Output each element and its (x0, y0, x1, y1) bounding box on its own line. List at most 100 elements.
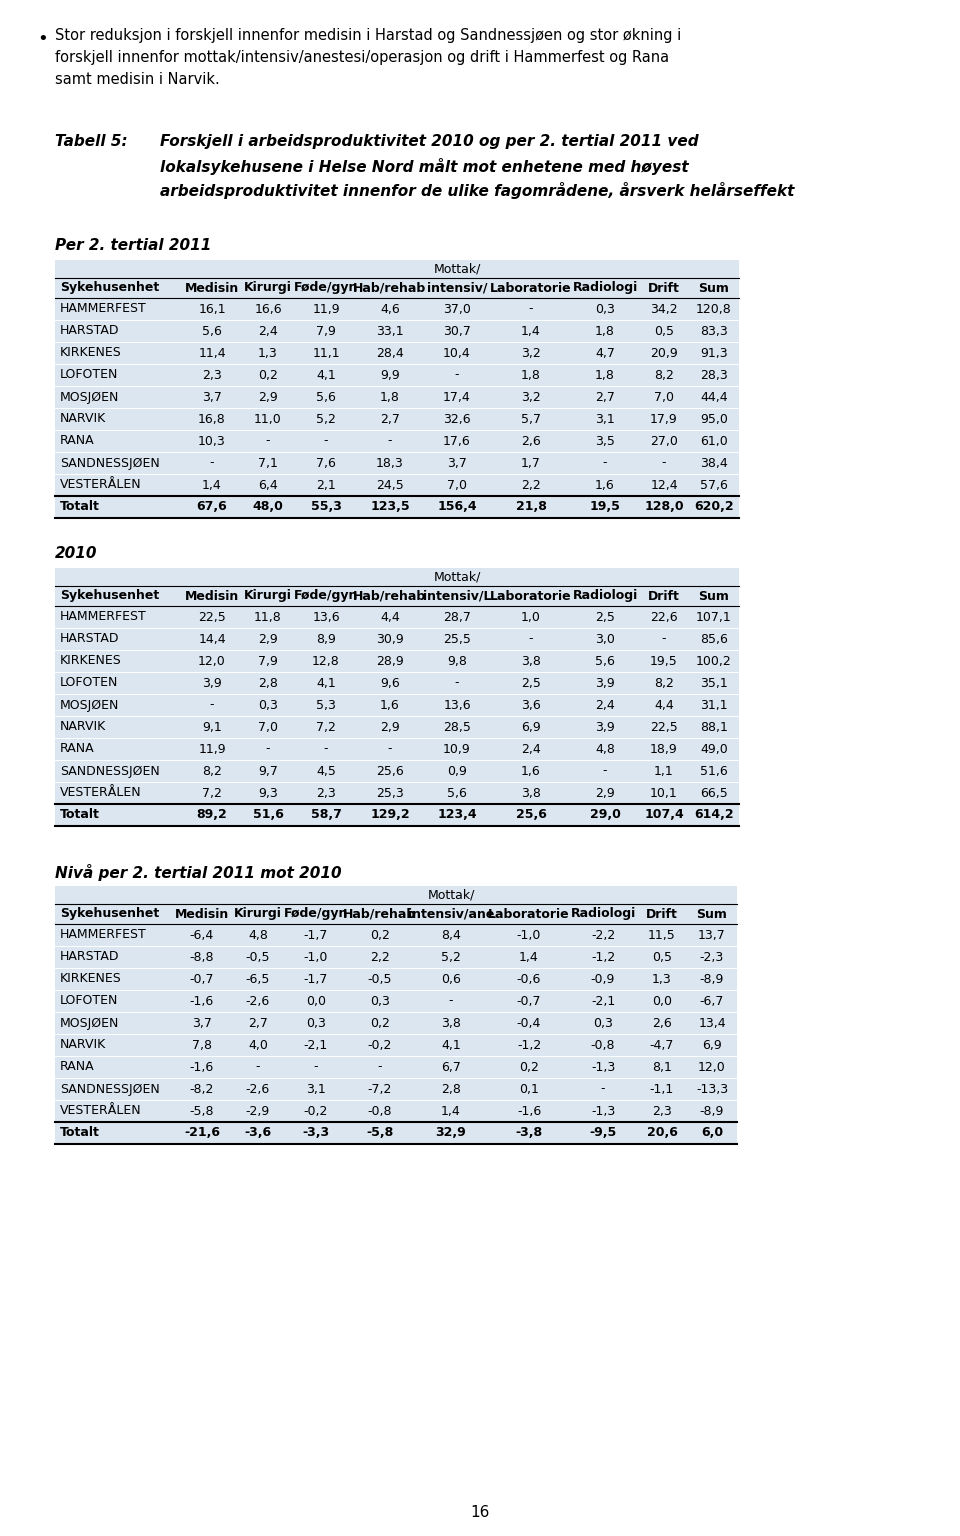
Text: -1,0: -1,0 (516, 928, 541, 942)
Text: Radiologi: Radiologi (572, 281, 637, 295)
Text: -1,3: -1,3 (590, 1104, 615, 1118)
Text: 83,3: 83,3 (700, 324, 728, 338)
Text: Laboratorie: Laboratorie (491, 590, 572, 602)
Text: 11,9: 11,9 (198, 742, 226, 756)
Text: Totalt: Totalt (60, 501, 100, 513)
Text: 61,0: 61,0 (700, 435, 728, 447)
Text: -2,3: -2,3 (700, 951, 724, 963)
Text: 17,9: 17,9 (650, 413, 678, 425)
Text: 1,0: 1,0 (521, 610, 540, 624)
Text: 11,0: 11,0 (254, 413, 282, 425)
Text: -0,5: -0,5 (368, 972, 393, 986)
Text: 9,6: 9,6 (380, 676, 400, 690)
Text: 2,2: 2,2 (521, 479, 540, 492)
Text: 67,6: 67,6 (197, 501, 228, 513)
Text: KIRKENES: KIRKENES (60, 972, 122, 986)
Text: 2,8: 2,8 (441, 1083, 461, 1095)
Text: 8,2: 8,2 (654, 369, 674, 381)
Text: VESTERÅLEN: VESTERÅLEN (60, 1104, 142, 1118)
Text: 8,2: 8,2 (654, 676, 674, 690)
Text: NARVIK: NARVIK (60, 413, 107, 425)
Text: 3,9: 3,9 (203, 676, 222, 690)
Text: -: - (603, 765, 608, 777)
Text: 25,6: 25,6 (516, 808, 546, 822)
Text: SANDNESSJØEN: SANDNESSJØEN (60, 1083, 159, 1095)
Text: 107,4: 107,4 (644, 808, 684, 822)
Text: 9,8: 9,8 (447, 654, 467, 668)
Text: 0,3: 0,3 (593, 1017, 612, 1029)
Text: 4,4: 4,4 (380, 610, 400, 624)
Text: -: - (603, 456, 608, 470)
Text: 12,0: 12,0 (698, 1060, 726, 1074)
Text: 1,4: 1,4 (521, 324, 540, 338)
Text: 2,7: 2,7 (380, 413, 400, 425)
Text: HARSTAD: HARSTAD (60, 951, 119, 963)
Text: 91,3: 91,3 (700, 347, 728, 359)
Text: 4,8: 4,8 (595, 742, 615, 756)
Text: -1,2: -1,2 (590, 951, 615, 963)
Text: 89,2: 89,2 (197, 808, 228, 822)
Text: 34,2: 34,2 (650, 303, 678, 315)
Text: 2,6: 2,6 (521, 435, 540, 447)
Text: MOSJØEN: MOSJØEN (60, 699, 119, 711)
Text: 25,3: 25,3 (376, 786, 404, 800)
Text: -0,8: -0,8 (590, 1038, 615, 1052)
Text: 6,9: 6,9 (702, 1038, 722, 1052)
Text: Sum: Sum (699, 281, 730, 295)
Text: Forskjell i arbeidsproduktivitet 2010 og per 2. tertial 2011 ved: Forskjell i arbeidsproduktivitet 2010 og… (160, 134, 699, 149)
Text: 7,9: 7,9 (258, 654, 278, 668)
Text: 1,4: 1,4 (442, 1104, 461, 1118)
Text: HAMMERFEST: HAMMERFEST (60, 303, 147, 315)
Text: 10,3: 10,3 (198, 435, 226, 447)
Text: 4,8: 4,8 (248, 928, 268, 942)
Text: •: • (37, 31, 48, 48)
Text: -13,3: -13,3 (696, 1083, 728, 1095)
Text: MOSJØEN: MOSJØEN (60, 390, 119, 404)
Text: 30,9: 30,9 (376, 633, 404, 645)
Text: 5,6: 5,6 (202, 324, 222, 338)
Text: 28,5: 28,5 (444, 720, 471, 734)
Text: 3,8: 3,8 (441, 1017, 461, 1029)
Text: -: - (529, 303, 533, 315)
Text: -1,6: -1,6 (190, 994, 214, 1008)
Text: 24,5: 24,5 (376, 479, 404, 492)
Text: 1,8: 1,8 (595, 369, 615, 381)
Text: 3,5: 3,5 (595, 435, 615, 447)
Text: Radiologi: Radiologi (572, 590, 637, 602)
Text: 2,9: 2,9 (380, 720, 400, 734)
Text: 49,0: 49,0 (700, 742, 728, 756)
Text: -0,2: -0,2 (368, 1038, 393, 1052)
Text: -: - (209, 456, 214, 470)
Text: 16,8: 16,8 (198, 413, 226, 425)
Text: 129,2: 129,2 (371, 808, 410, 822)
Text: -6,5: -6,5 (246, 972, 270, 986)
Text: 0,0: 0,0 (652, 994, 672, 1008)
Text: 3,9: 3,9 (595, 676, 614, 690)
Text: 17,6: 17,6 (444, 435, 470, 447)
Text: 9,3: 9,3 (258, 786, 277, 800)
Text: Mottak/: Mottak/ (433, 570, 481, 584)
Text: 0,3: 0,3 (370, 994, 390, 1008)
Text: Nivå per 2. tertial 2011 mot 2010: Nivå per 2. tertial 2011 mot 2010 (55, 863, 342, 882)
Text: Mottak/: Mottak/ (427, 888, 474, 902)
Text: 11,1: 11,1 (312, 347, 340, 359)
Text: 1,1: 1,1 (654, 765, 674, 777)
Text: 120,8: 120,8 (696, 303, 732, 315)
Text: 3,2: 3,2 (521, 347, 540, 359)
Text: 4,5: 4,5 (316, 765, 336, 777)
Text: 18,9: 18,9 (650, 742, 678, 756)
Text: 7,0: 7,0 (447, 479, 467, 492)
Text: Hab/rehab: Hab/rehab (353, 590, 426, 602)
Text: -0,4: -0,4 (516, 1017, 541, 1029)
Text: 1,4: 1,4 (203, 479, 222, 492)
Text: 13,6: 13,6 (444, 699, 470, 711)
Text: 66,5: 66,5 (700, 786, 728, 800)
Text: RANA: RANA (60, 435, 95, 447)
Text: LOFOTEN: LOFOTEN (60, 994, 118, 1008)
Text: -1,2: -1,2 (516, 1038, 541, 1052)
Text: 1,6: 1,6 (521, 765, 540, 777)
Text: 3,8: 3,8 (521, 654, 540, 668)
Text: Kirurgi: Kirurgi (244, 281, 292, 295)
Text: 2,4: 2,4 (258, 324, 277, 338)
Text: 51,6: 51,6 (252, 808, 283, 822)
